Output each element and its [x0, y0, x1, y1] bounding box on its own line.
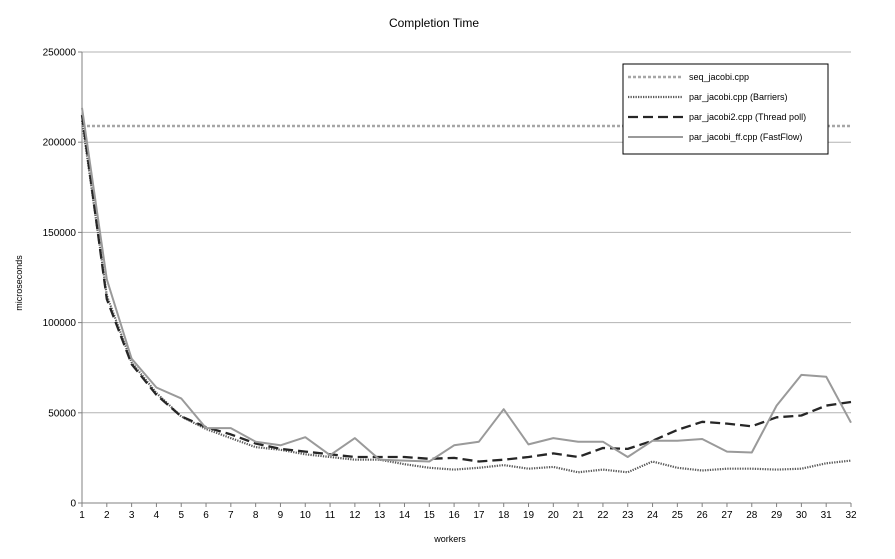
legend-label: par_jacobi_ff.cpp (FastFlow): [689, 132, 802, 142]
x-tick-label: 15: [424, 510, 436, 521]
series-line-4: [81, 107, 852, 463]
x-tick-label: 23: [622, 510, 634, 521]
y-tick-label: 250000: [43, 48, 77, 59]
x-tick-label: 27: [721, 510, 733, 521]
y-tick-label: 100000: [43, 318, 77, 329]
legend-label: par_jacobi2.cpp (Thread poll): [689, 112, 806, 122]
x-tick-label: 21: [573, 510, 585, 521]
x-tick-label: 8: [253, 510, 259, 521]
x-tick-label: 32: [845, 510, 857, 521]
x-tick-label: 20: [548, 510, 560, 521]
y-tick-label: 150000: [43, 228, 77, 239]
x-tick-label: 3: [129, 510, 135, 521]
x-tick-label: 26: [697, 510, 709, 521]
x-tick-label: 7: [228, 510, 234, 521]
x-tick-labels: 1 2 3 4 5 6 7 8 9 10 11 12 13 14 15 16 17 18 19 20 21 22 23 24 2…: [79, 503, 857, 521]
x-tick-label: 2: [104, 510, 110, 521]
x-tick-label: 30: [796, 510, 808, 521]
x-tick-label: 24: [647, 510, 659, 521]
x-axis-label: workers: [433, 534, 466, 544]
x-tick-label: 31: [821, 510, 833, 521]
x-tick-label: 1: [79, 510, 85, 521]
series-lines: [80, 107, 852, 474]
x-tick-label: 19: [523, 510, 535, 521]
x-tick-label: 13: [374, 510, 386, 521]
x-tick-label: 17: [473, 510, 485, 521]
y-tick-label: 200000: [43, 138, 77, 149]
chart-title: Completion Time: [389, 16, 479, 30]
series-line-2: [80, 120, 852, 474]
x-tick-label: 4: [154, 510, 160, 521]
x-tick-label: 11: [325, 510, 336, 521]
x-tick-label: 5: [178, 510, 184, 521]
x-tick-label: 18: [498, 510, 510, 521]
legend-label: seq_jacobi.cpp: [689, 72, 749, 82]
x-tick-label: 29: [771, 510, 783, 521]
y-tick-label: 50000: [48, 408, 76, 419]
x-tick-label: 9: [278, 510, 284, 521]
x-tick-label: 16: [449, 510, 461, 521]
x-tick-label: 6: [203, 510, 209, 521]
y-tick-labels: 0 50000 100000 150000 200000 250000: [43, 48, 82, 510]
y-axis-label: microseconds: [14, 255, 24, 311]
legend-box: [622, 63, 829, 155]
x-tick-label: 28: [746, 510, 758, 521]
x-tick-label: 10: [300, 510, 312, 521]
y-tick-label: 0: [70, 499, 76, 510]
x-tick-label: 22: [597, 510, 609, 521]
x-tick-label: 12: [349, 510, 361, 521]
x-tick-label: 25: [672, 510, 684, 521]
legend: seq_jacobi.cpp par_jacobi.cpp (Barriers) p…: [622, 63, 829, 155]
legend-label: par_jacobi.cpp (Barriers): [689, 92, 788, 102]
series-line-3: [80, 114, 852, 463]
x-tick-label: 14: [399, 510, 411, 521]
